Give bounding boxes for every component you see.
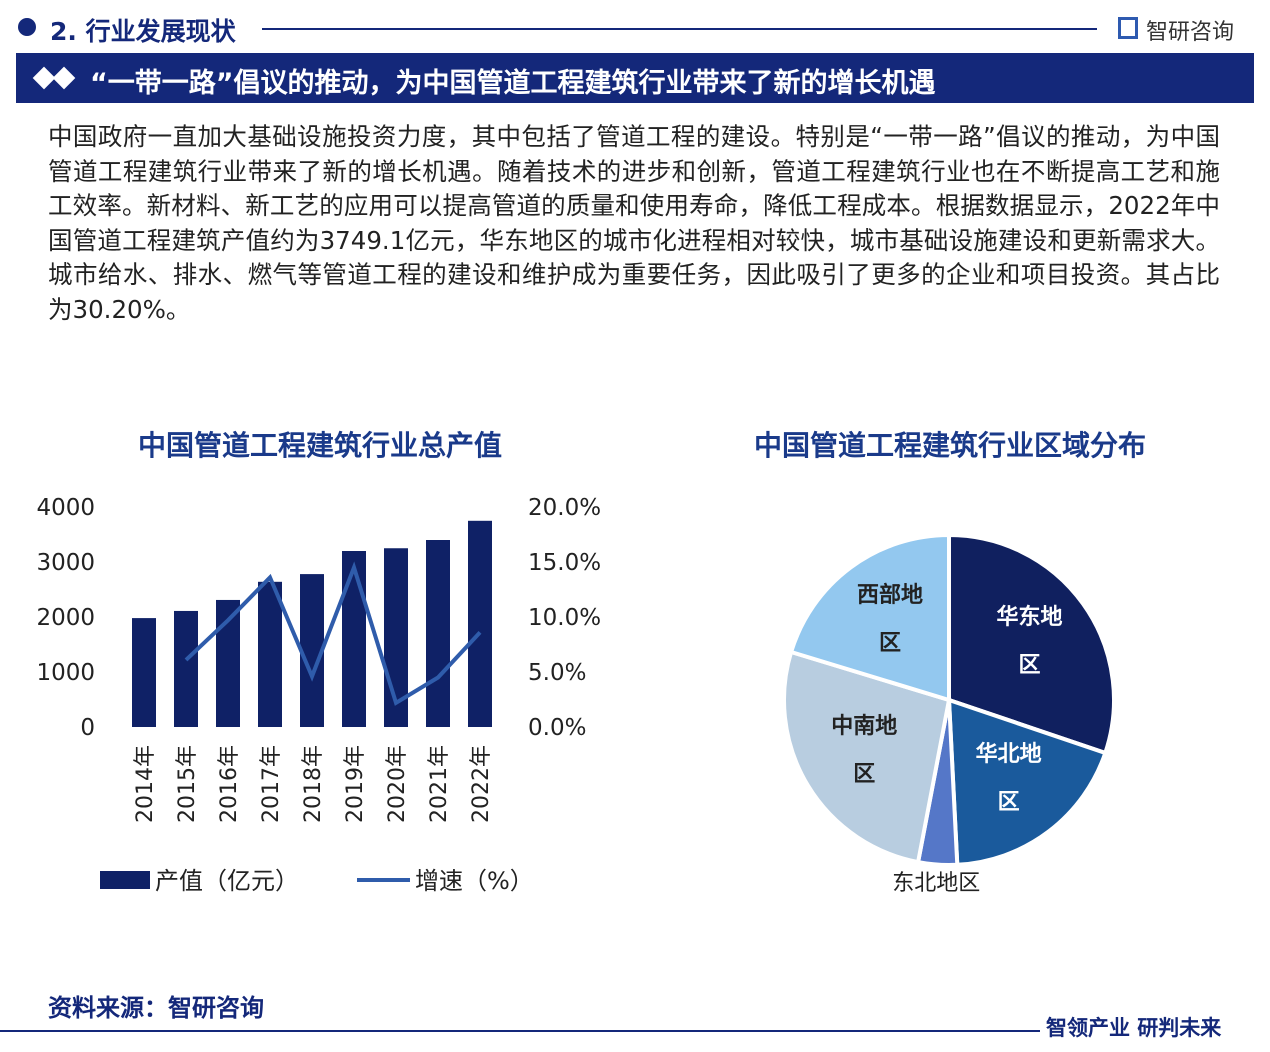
- y2-tick-label: 10.0%: [528, 605, 601, 631]
- x-tick-label: 2018年: [301, 745, 326, 823]
- x-tick-label: 2021年: [427, 745, 452, 823]
- pie-slice: [788, 532, 951, 703]
- bar: [426, 540, 450, 727]
- slice-label: 华东地区: [996, 605, 1063, 679]
- slice-label: 中南地区: [831, 714, 898, 788]
- bar: [342, 551, 366, 727]
- body-text: 中国政府一直加大基础设施投资力度，其中包括了管道工程的建设。特别是“一带一路”倡…: [48, 122, 1220, 324]
- footer-rule: [0, 1030, 1040, 1032]
- pie-slice: [782, 649, 952, 865]
- section-title: 2. 行业发展现状: [50, 17, 236, 46]
- x-tick-label: 2014年: [133, 745, 158, 823]
- y-tick-label: 1000: [36, 660, 95, 686]
- pie-slice: [946, 697, 1108, 867]
- legend-label: 增速（%）: [415, 867, 534, 895]
- x-tick-label: 2017年: [259, 745, 284, 823]
- banner: “一带一路”倡议的推动，为中国管道工程建筑行业带来了新的增长机遇: [16, 53, 1254, 103]
- slice-label: 西部地区: [857, 583, 924, 657]
- footer: 智领产业 研判未来: [1046, 1016, 1222, 1040]
- x-tick-label: 2020年: [385, 745, 410, 823]
- y2-tick-label: 5.0%: [528, 660, 586, 686]
- chart-title: 中国管道工程建筑行业区域分布: [754, 429, 1146, 462]
- bullet: [18, 18, 36, 36]
- x-tick-label: 2016年: [217, 745, 242, 823]
- rule: [262, 28, 1097, 30]
- bar: [258, 581, 282, 727]
- y-tick-label: 3000: [36, 550, 95, 576]
- y-tick-label: 0: [80, 715, 95, 741]
- source: 资料来源：智研咨询: [48, 994, 264, 1022]
- x-tick-label: 2019年: [343, 745, 368, 823]
- bar: [468, 520, 492, 727]
- y2-tick-label: 15.0%: [528, 550, 601, 576]
- slice-label: 华北地区: [975, 741, 1042, 815]
- y2-tick-label: 0.0%: [528, 715, 586, 741]
- legend-label: 产值（亿元）: [155, 867, 299, 895]
- x-tick-label: 2015年: [175, 745, 200, 823]
- banner-title: “一带一路”倡议的推动，为中国管道工程建筑行业带来了新的增长机遇: [90, 68, 936, 99]
- y2-tick-label: 20.0%: [528, 495, 601, 521]
- chart-title: 中国管道工程建筑行业总产值: [138, 429, 502, 462]
- logo: 智研咨询: [1146, 20, 1235, 45]
- legend-swatch: [100, 871, 150, 889]
- line: [184, 561, 482, 706]
- slice-label: 东北地区: [892, 871, 981, 897]
- bar: [174, 610, 198, 727]
- x-tick-label: 2022年: [469, 745, 494, 823]
- bar: [132, 618, 156, 727]
- pie-slice: [947, 532, 1116, 756]
- y-tick-label: 4000: [36, 495, 95, 521]
- logo-icon: [1118, 17, 1138, 39]
- y-tick-label: 2000: [36, 605, 95, 631]
